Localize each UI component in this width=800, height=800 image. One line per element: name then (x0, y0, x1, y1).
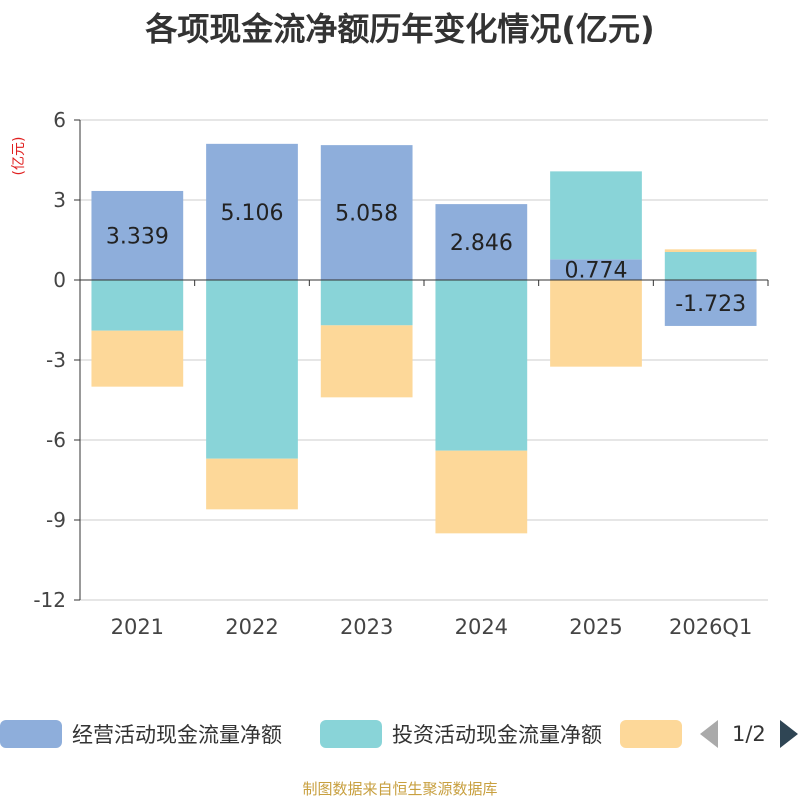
bar-operating (91, 190, 184, 280)
prev-page-icon[interactable] (700, 720, 718, 748)
bar-operating (320, 145, 413, 280)
x-tick-label: 2026Q1 (669, 615, 752, 639)
data-label: 5.106 (221, 201, 284, 226)
y-tick-label: 6 (53, 108, 66, 132)
bar-investing (91, 280, 184, 331)
bar-financing (206, 458, 298, 510)
legend-page-indicator: 1/2 (732, 722, 766, 746)
data-label: 0.774 (565, 259, 628, 284)
x-tick-label: 2022 (225, 615, 278, 639)
bar-investing (320, 280, 413, 326)
data-source-note: 制图数据来自恒生聚源数据库 (302, 780, 498, 798)
bar-operating (206, 143, 298, 280)
y-tick-label: 3 (53, 188, 66, 212)
bar-operating (435, 204, 528, 280)
bar-investing (550, 171, 642, 260)
chart-title: 各项现金流净额历年变化情况(亿元) (145, 10, 655, 48)
y-tick-label: 0 (53, 268, 66, 292)
bar-investing (664, 252, 757, 280)
bar-operating (664, 280, 757, 326)
x-tick-label: 2021 (111, 615, 164, 639)
bar-operating (550, 259, 642, 280)
bar-investing (206, 280, 298, 459)
legend-swatch-investing (320, 720, 382, 748)
data-label: 5.058 (335, 202, 398, 227)
legend-swatch-financing (620, 720, 682, 748)
next-page-icon[interactable] (779, 720, 798, 748)
bar-financing (320, 325, 413, 398)
stacked-bar-chart: 6 3 0 -3 -6 -9 -12 2021 2022 2023 2024 2025 2026Q1 3.… (33, 108, 769, 639)
bar-financing (91, 330, 184, 387)
legend-item-investing[interactable]: 投资活动现金流量净额 (320, 716, 602, 752)
bar-financing (664, 249, 757, 252)
x-tick-label: 2023 (340, 615, 393, 639)
bar-financing (550, 280, 642, 367)
x-tick-label: 2025 (569, 615, 622, 639)
legend-item-financing[interactable] (620, 716, 682, 752)
legend-item-operating[interactable]: 经营活动现金流量净额 (0, 716, 282, 752)
data-label: 2.846 (450, 231, 513, 256)
y-tick-label: -12 (33, 588, 66, 612)
data-label: 3.339 (106, 224, 169, 249)
legend: 经营活动现金流量净额 投资活动现金流量净额 1/2 (0, 716, 800, 756)
data-label: -1.723 (675, 292, 746, 317)
y-tick-label: -3 (46, 348, 66, 372)
legend-label-operating: 经营活动现金流量净额 (72, 723, 282, 747)
bar-investing (435, 280, 528, 451)
y-tick-label: -6 (46, 428, 66, 452)
bar-financing (435, 450, 528, 534)
legend-label-investing: 投资活动现金流量净额 (392, 723, 602, 747)
legend-swatch-operating (0, 720, 62, 748)
x-tick-label: 2024 (455, 615, 508, 639)
y-tick-label: -9 (46, 508, 66, 532)
legend-pager: 1/2 (700, 716, 798, 752)
